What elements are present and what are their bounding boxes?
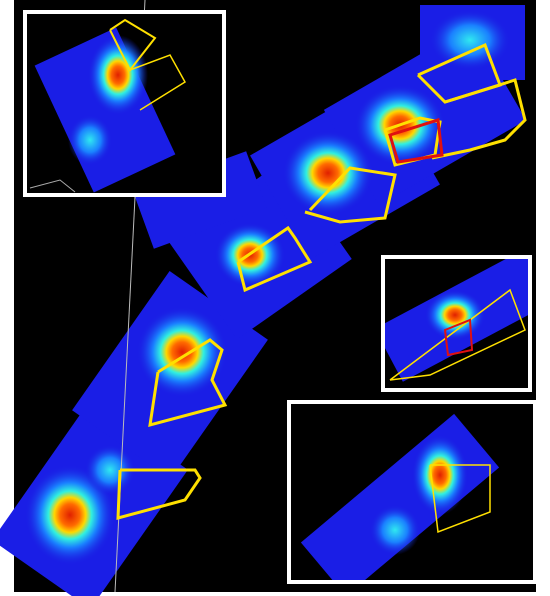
core	[68, 115, 112, 165]
core	[85, 445, 135, 495]
inset-frame	[287, 400, 537, 584]
polygon	[304, 166, 397, 224]
polygon	[129, 54, 187, 111]
core	[283, 131, 373, 215]
polygon	[236, 225, 313, 293]
inset-frame	[23, 10, 226, 197]
inset	[25, 12, 224, 195]
polygon	[109, 18, 157, 72]
polygon	[148, 338, 228, 428]
core	[370, 505, 420, 555]
warning-polygons	[116, 42, 527, 520]
polygon	[383, 116, 442, 167]
polygon	[429, 464, 491, 534]
echo-cores	[25, 10, 510, 565]
echo	[133, 151, 267, 249]
inset	[383, 257, 530, 390]
core	[137, 307, 227, 397]
inset	[289, 402, 535, 582]
core	[430, 10, 510, 70]
polygon	[116, 468, 202, 520]
core	[412, 435, 468, 515]
core	[25, 465, 115, 565]
boundary-line	[29, 179, 76, 193]
red-polygon	[388, 118, 444, 164]
core	[88, 35, 148, 115]
inset-frame	[381, 255, 532, 392]
polygon	[431, 78, 527, 160]
red-polygon	[443, 318, 474, 357]
